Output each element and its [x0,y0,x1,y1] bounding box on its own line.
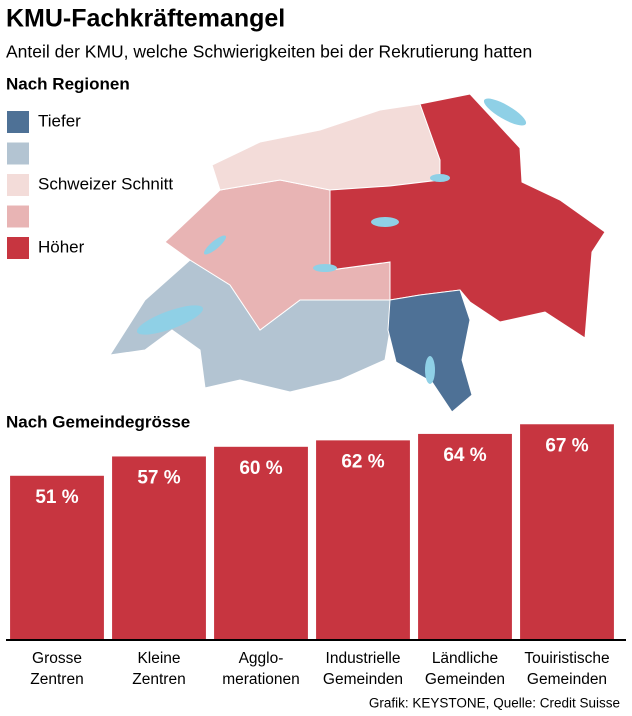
value-label: 60 % [239,458,282,479]
lake [430,174,450,182]
value-label: 57 % [137,467,180,488]
legend-swatch [7,205,29,228]
category-label: Industrielle Gemeinden [323,650,403,688]
bar-chart: 51 % Grosse Zentren 57 % Kleine Zentren 60 % Ag… [10,424,614,688]
category-label: Agglo-merationen [222,650,300,688]
bar [316,440,410,640]
subtitle: Anteil der KMU, welche Schwierigkeiten b… [6,42,532,62]
source: Grafik: KEYSTONE, Quelle: Credit Suisse [369,696,620,711]
lake [483,98,527,126]
title: KMU-Fachkräftemangel [6,5,285,33]
value-label: 62 % [341,451,384,472]
legend-label: Höher [38,237,85,256]
value-label: 64 % [443,445,486,466]
value-label: 67 % [545,435,588,456]
map [108,93,606,413]
category-label: Grosse Zentren [30,650,83,688]
lake [203,235,227,255]
section-heading: Nach Regionen [6,74,130,93]
chart-title: Nach Gemeindegrösse [6,412,190,431]
legend-label: Schweizer Schnitt [38,174,173,193]
lake [313,264,337,272]
region [387,289,473,413]
legend: Tiefer Schweizer Schnitt Höher [7,111,173,259]
category-label: Kleine Zentren [132,650,185,688]
lake [371,217,399,227]
lake [425,356,435,384]
bar [112,456,206,640]
region [211,103,441,191]
bar [214,446,308,640]
legend-swatch [7,142,29,165]
value-label: 51 % [35,487,78,508]
category-label: Touiristische Gemeinden [524,650,609,688]
legend-label: Tiefer [38,111,81,130]
bar [520,424,614,640]
bar [10,475,104,640]
legend-swatch [7,111,29,133]
category-label: Ländliche Gemeinden [425,650,505,688]
lake [136,305,204,335]
bar [418,433,512,640]
legend-swatch [7,237,29,259]
legend-swatch [7,174,29,196]
